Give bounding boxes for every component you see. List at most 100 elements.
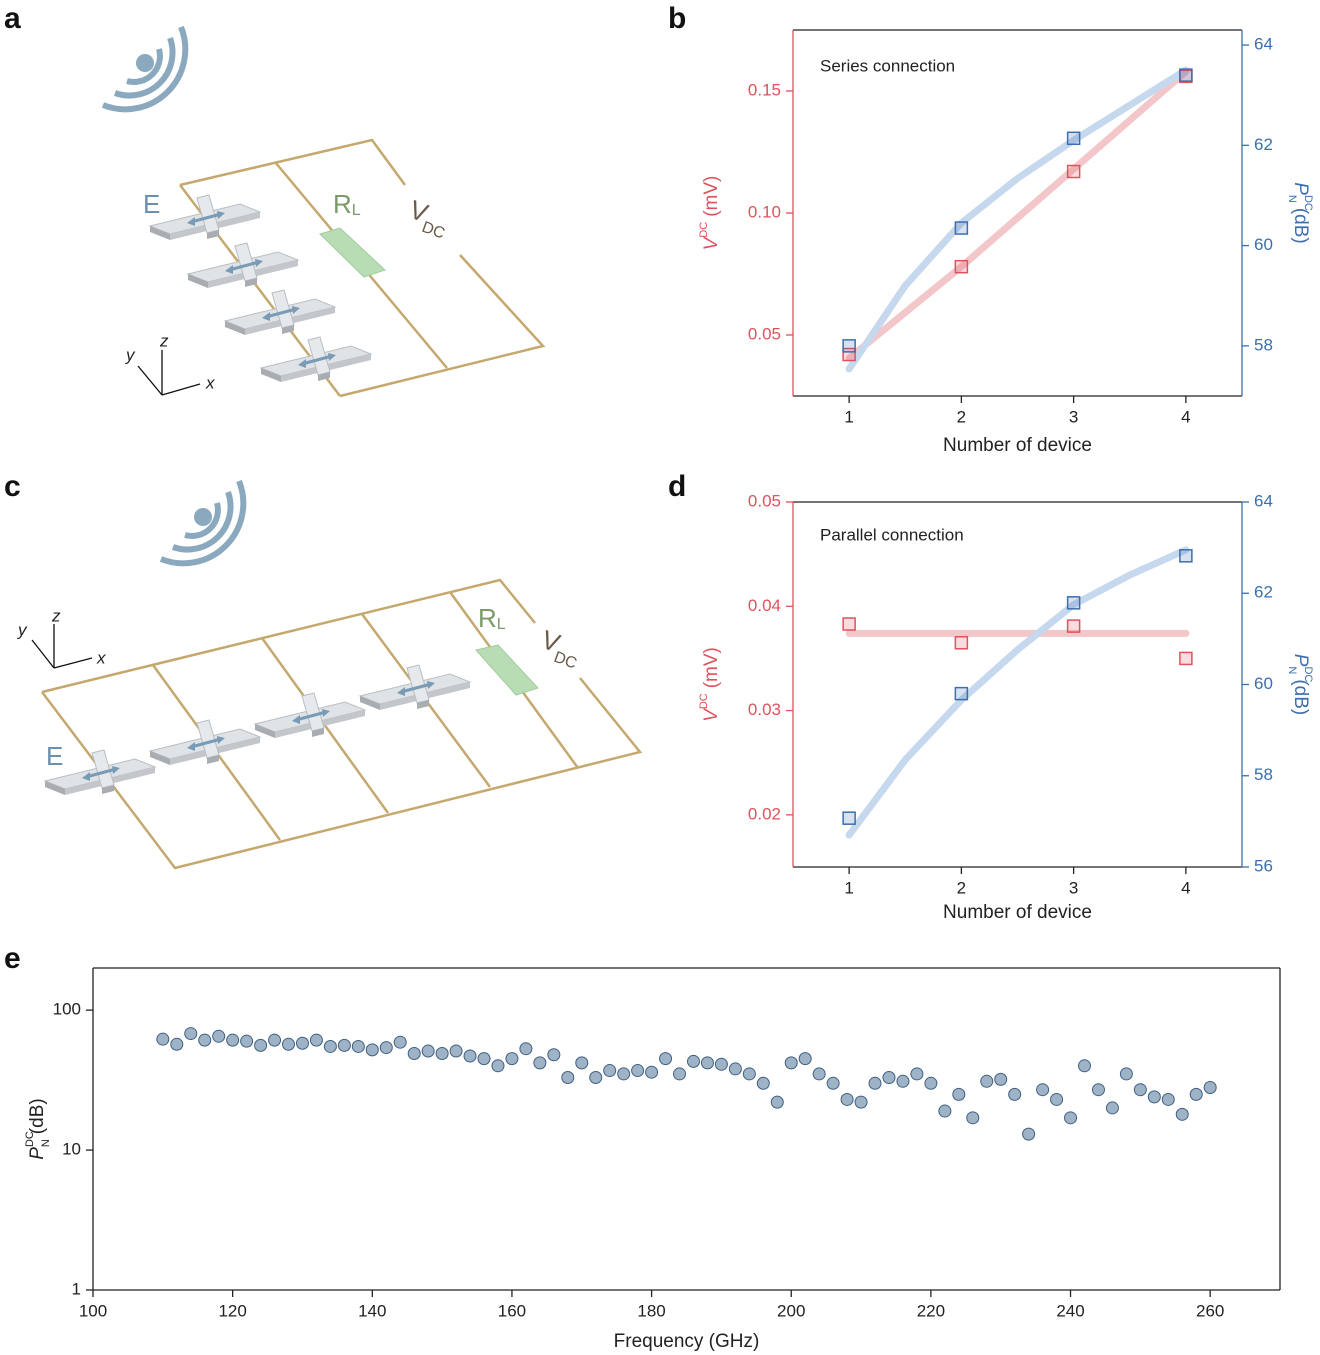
marker: [686, 1054, 700, 1068]
y2-tick-label: 58: [1254, 335, 1273, 354]
load-symbol: R: [333, 189, 352, 219]
marker: [1189, 1087, 1203, 1101]
axis-label-text: VDC (mV): [698, 176, 722, 251]
y-tick-label: 0.05: [748, 324, 781, 343]
marker: [954, 686, 969, 701]
load-label: RL: [478, 603, 506, 633]
marker: [1203, 1080, 1217, 1094]
panel-label: c: [4, 470, 21, 503]
x-tick-label: 1: [844, 407, 853, 426]
y2-tick-label: 62: [1254, 135, 1273, 154]
label-symbol: P: [27, 1147, 48, 1160]
y2-tick-label: 60: [1254, 235, 1273, 254]
marker: [1133, 1083, 1147, 1097]
marker: [449, 1044, 463, 1058]
marker: [1022, 1127, 1036, 1141]
marker: [1147, 1090, 1161, 1104]
marker: [798, 1052, 812, 1066]
marker: [868, 1076, 882, 1090]
y-tick-label: 0.02: [748, 804, 781, 823]
marker: [1066, 619, 1081, 633]
marker: [1077, 1059, 1091, 1073]
x-tick-label: 2: [957, 878, 966, 897]
marker: [1161, 1092, 1175, 1106]
marker: [491, 1059, 505, 1073]
marker: [309, 1033, 323, 1047]
fit-line: [845, 546, 1190, 839]
x-tick-label: 260: [1196, 1301, 1224, 1320]
marker: [1036, 1083, 1050, 1097]
marker: [631, 1064, 645, 1078]
axis-z: z: [51, 606, 61, 625]
x-tick-label: 4: [1181, 407, 1190, 426]
x-tick-label: 4: [1181, 878, 1190, 897]
marker: [954, 636, 969, 650]
marker: [603, 1064, 617, 1078]
marker: [254, 1038, 268, 1052]
marker: [952, 1087, 966, 1101]
axis-y: y: [17, 620, 28, 639]
marker: [966, 1111, 980, 1125]
x-axis-label: Number of device: [943, 435, 1092, 456]
x-axis-label: Number of device: [943, 902, 1092, 923]
x-tick-label: 220: [917, 1301, 945, 1320]
y-tick-label: 1: [72, 1279, 81, 1298]
marker: [714, 1057, 728, 1071]
marker: [1175, 1107, 1189, 1121]
marker: [212, 1029, 226, 1043]
x-tick-label: 120: [218, 1301, 246, 1320]
marker: [575, 1056, 589, 1070]
marker: [1179, 549, 1193, 563]
chart-title: Parallel connection: [820, 525, 964, 544]
marker: [226, 1033, 240, 1047]
marker: [1008, 1087, 1022, 1101]
y2-tick-label: 64: [1254, 35, 1273, 54]
marker: [589, 1071, 603, 1085]
marker: [533, 1056, 547, 1070]
fit-line: [845, 66, 1190, 373]
y2-tick-label: 64: [1254, 491, 1273, 510]
x-tick-label: 240: [1056, 1301, 1084, 1320]
marker: [994, 1072, 1008, 1086]
marker: [337, 1038, 351, 1052]
marker: [938, 1104, 952, 1118]
y-tick-label: 0.15: [748, 80, 781, 99]
label-superscript: DC: [698, 693, 710, 709]
label-symbol: P: [1290, 182, 1311, 195]
marker: [351, 1039, 365, 1053]
label-symbol: V: [701, 235, 722, 250]
marker: [1050, 1092, 1064, 1106]
label-superscript: DC: [24, 1131, 36, 1147]
y-tick-label: 0.05: [748, 491, 781, 510]
load-label: RL: [333, 189, 361, 219]
marker: [1119, 1067, 1133, 1081]
marker: [561, 1071, 575, 1085]
load-symbol: R: [478, 603, 497, 633]
marker: [924, 1076, 938, 1090]
marker: [659, 1052, 673, 1066]
marker: [854, 1095, 868, 1109]
x-tick-label: 1: [844, 878, 853, 897]
axis-y: y: [125, 345, 136, 364]
marker: [910, 1067, 924, 1081]
voltage-label: VDC: [403, 194, 454, 243]
y-tick-label: 0.10: [748, 202, 781, 221]
marker: [617, 1067, 631, 1081]
marker: [954, 259, 969, 274]
marker: [198, 1033, 212, 1047]
marker: [840, 1092, 854, 1106]
marker: [812, 1067, 826, 1081]
axis-label-text: PDC N (dB): [1286, 182, 1314, 243]
y2-tick-label: 56: [1254, 856, 1273, 875]
y2-tick-label: 62: [1254, 583, 1273, 602]
label-superscript: DC: [698, 222, 710, 238]
axis-z: z: [159, 331, 169, 350]
marker: [1179, 651, 1193, 666]
x-tick-label: 3: [1069, 878, 1078, 897]
voltage-subscript: DC: [419, 219, 447, 243]
marker: [407, 1046, 421, 1060]
marker: [1105, 1101, 1119, 1115]
marker: [896, 1074, 910, 1088]
marker: [1066, 164, 1081, 179]
